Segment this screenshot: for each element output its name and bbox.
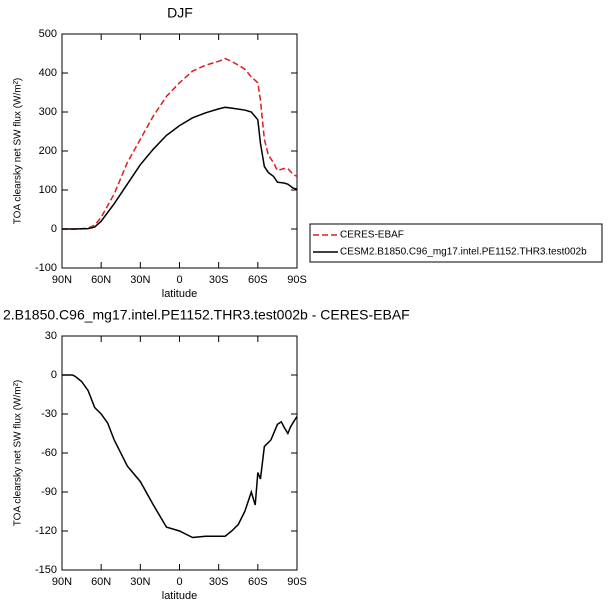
x-tick-label: 60N bbox=[91, 576, 111, 588]
data-line bbox=[62, 57, 298, 230]
x-tick-label: 30S bbox=[209, 274, 229, 286]
x-tick-label: 0 bbox=[176, 576, 182, 588]
y-tick-label: -100 bbox=[35, 262, 57, 274]
x-tick-label: 90N bbox=[52, 274, 72, 286]
x-axis-label: latitude bbox=[162, 590, 197, 602]
y-tick-label: -150 bbox=[35, 564, 57, 576]
x-tick-label: 90S bbox=[287, 274, 307, 286]
y-axis-label: TOA clearsky net SW flux (W/m²) bbox=[13, 380, 24, 527]
y-tick-label: 0 bbox=[51, 369, 57, 381]
data-line bbox=[62, 106, 298, 230]
x-tick-label: 60S bbox=[248, 274, 268, 286]
y-tick-label: 0 bbox=[51, 223, 57, 235]
x-tick-label: 0 bbox=[176, 274, 182, 286]
y-tick-label: 30 bbox=[45, 330, 57, 342]
chart-title: 2.B1850.C96_mg17.intel.PE1152.THR3.test0… bbox=[3, 307, 410, 323]
x-tick-label: 90N bbox=[52, 576, 72, 588]
x-tick-label: 60S bbox=[248, 576, 268, 588]
y-tick-label: -120 bbox=[35, 525, 57, 537]
y-tick-label: -30 bbox=[41, 408, 57, 420]
legend-label: CESM2.B1850.C96_mg17.intel.PE1152.THR3.t… bbox=[340, 247, 587, 258]
x-tick-label: 30N bbox=[130, 274, 150, 286]
legend-box bbox=[309, 223, 603, 263]
legend-label: CERES-EBAF bbox=[340, 230, 404, 241]
y-tick-label: 300 bbox=[39, 106, 57, 118]
x-axis-label: latitude bbox=[162, 288, 197, 300]
x-tick-label: 30N bbox=[130, 576, 150, 588]
x-tick-label: 60N bbox=[91, 274, 111, 286]
y-tick-label: 400 bbox=[39, 67, 57, 79]
data-line bbox=[62, 374, 298, 539]
chart-title: DJF bbox=[167, 5, 193, 21]
x-tick-label: 90S bbox=[287, 576, 307, 588]
y-axis-label: TOA clearsky net SW flux (W/m²) bbox=[13, 78, 24, 225]
y-tick-label: -60 bbox=[41, 447, 57, 459]
y-tick-label: 100 bbox=[39, 184, 57, 196]
x-tick-label: 30S bbox=[209, 576, 229, 588]
y-tick-label: 200 bbox=[39, 145, 57, 157]
y-tick-label: -90 bbox=[41, 486, 57, 498]
y-tick-label: 500 bbox=[39, 28, 57, 40]
plot-frame bbox=[61, 335, 298, 571]
